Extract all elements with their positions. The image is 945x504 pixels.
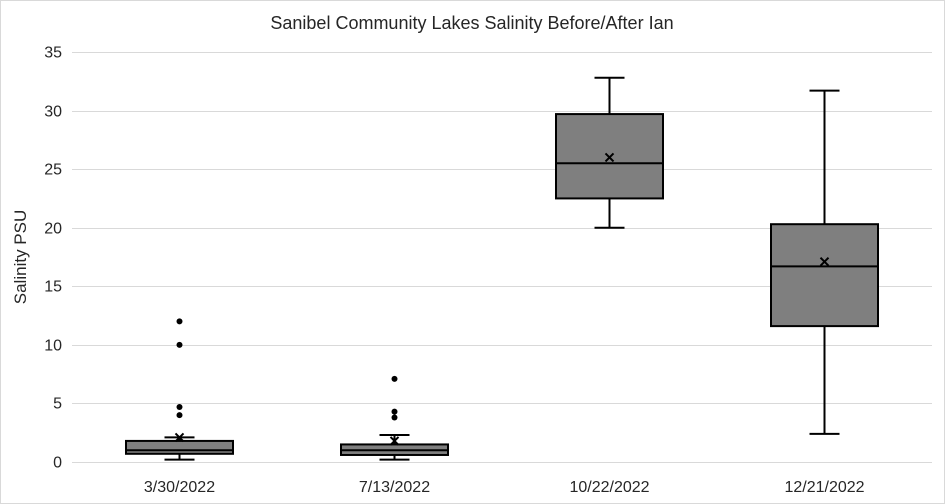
y-tick-label: 35 [44, 45, 62, 62]
y-tick-label: 5 [53, 396, 62, 413]
x-axis-ticks: 3/30/2022 7/13/2022 10/22/2022 12/21/2022 [144, 479, 865, 496]
box-1 [125, 318, 234, 461]
y-tick-label: 0 [53, 455, 62, 472]
iqr-box [770, 223, 879, 328]
outlier-point [391, 414, 398, 421]
outlier-point [176, 412, 183, 419]
gridlines [72, 52, 932, 463]
outlier-point [176, 403, 183, 410]
outlier-point [391, 375, 398, 382]
y-axis-ticks: 0 5 10 15 20 25 30 35 [44, 45, 62, 472]
y-tick-label: 30 [44, 104, 62, 121]
boxes [125, 76, 879, 461]
outlier-point [176, 318, 183, 325]
y-tick-label: 15 [44, 279, 62, 296]
box-4 [770, 89, 879, 435]
iqr-box [125, 439, 234, 455]
y-axis-label: Salinity PSU [11, 210, 30, 304]
mean-marker [604, 152, 615, 163]
y-tick-label: 25 [44, 162, 62, 179]
outlier-point [391, 408, 398, 415]
outlier-point [176, 341, 183, 348]
x-tick-label: 3/30/2022 [144, 479, 215, 496]
x-tick-label: 10/22/2022 [569, 479, 649, 496]
y-tick-label: 10 [44, 338, 62, 355]
box-2 [340, 375, 449, 461]
x-tick-label: 7/13/2022 [359, 479, 430, 496]
x-tick-label: 12/21/2022 [784, 479, 864, 496]
box-3 [555, 76, 664, 229]
mean-marker [819, 256, 830, 267]
mean-marker [389, 436, 400, 446]
mean-marker [174, 432, 185, 443]
y-tick-label: 20 [44, 221, 62, 238]
chart-title: Sanibel Community Lakes Salinity Before/… [270, 13, 673, 33]
